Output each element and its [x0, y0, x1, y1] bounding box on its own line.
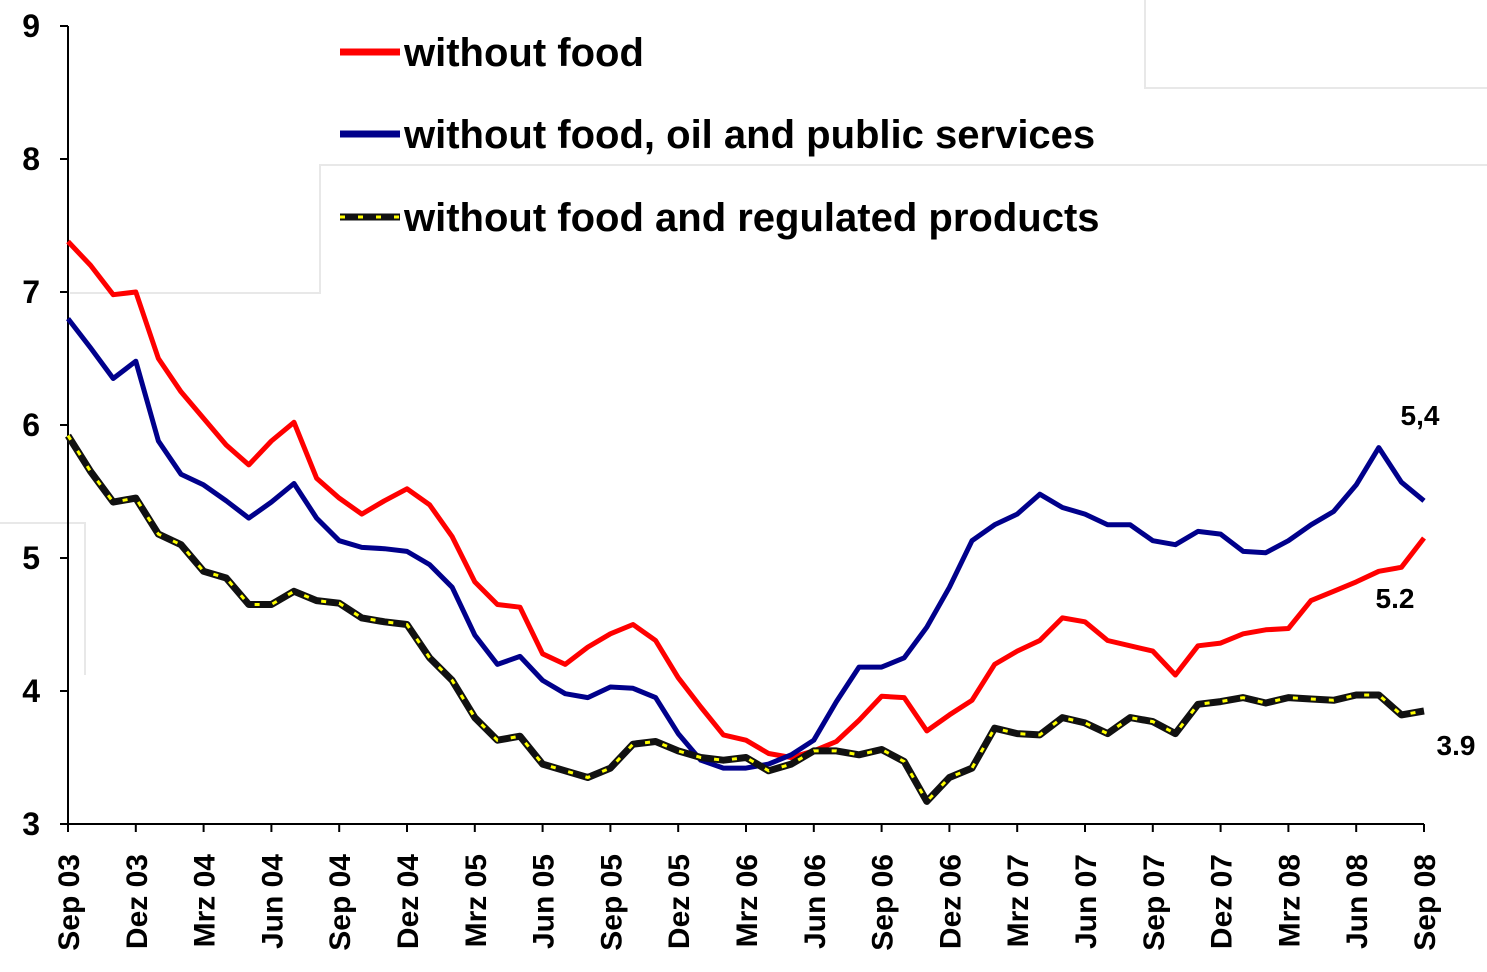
- x-tick-label: Mrz 04: [189, 854, 222, 948]
- legend-label: without food, oil and public services: [403, 113, 1095, 157]
- x-tick-label: Jun 05: [528, 854, 561, 949]
- x-tick-label: Jun 06: [799, 854, 832, 949]
- x-tick-label: Dez 07: [1206, 854, 1239, 949]
- end-value-labels: 5,4 5.2 3.9: [1376, 400, 1476, 761]
- x-ticks: Sep 03 Dez 03 Mrz 04 Jun 04 Sep 04 Dez 04 Mrz …: [53, 824, 1442, 951]
- x-tick-label: Jun 07: [1070, 854, 1103, 949]
- x-tick-label: Jun 04: [256, 854, 289, 949]
- y-tick-label: 8: [22, 141, 40, 177]
- y-tick-label: 6: [22, 407, 40, 443]
- x-tick-label: Dez 03: [121, 854, 154, 949]
- x-tick-label: Sep 04: [324, 854, 357, 951]
- end-value-label: 5,4: [1401, 400, 1440, 431]
- series-lines: [65, 239, 1426, 805]
- x-tick-label: Mrz 05: [460, 854, 493, 947]
- y-tick-label: 4: [22, 673, 40, 709]
- legend: without food without food, oil and public…: [340, 31, 1100, 240]
- x-tick-label: Sep 03: [53, 854, 86, 951]
- y-tick-label: 7: [22, 274, 40, 310]
- x-tick-label: Mrz 06: [731, 854, 764, 947]
- y-tick-label: 9: [22, 8, 40, 44]
- series-line-2: [65, 433, 1425, 805]
- series-line-0: [66, 239, 1426, 760]
- x-tick-label: Dez 06: [934, 854, 967, 949]
- y-tick-label: 3: [22, 806, 40, 842]
- end-value-label: 5.2: [1376, 583, 1415, 614]
- x-tick-label: Sep 08: [1409, 854, 1442, 951]
- x-tick-label: Jun 08: [1341, 854, 1374, 949]
- y-tick-label: 5: [22, 540, 40, 576]
- x-tick-label: Sep 06: [867, 854, 900, 951]
- series-line-1: [66, 317, 1426, 771]
- background-panels: [0, 0, 1487, 675]
- x-tick-label: Dez 04: [392, 854, 425, 949]
- x-tick-label: Mrz 08: [1273, 854, 1306, 947]
- legend-label: without food and regulated products: [403, 196, 1100, 240]
- legend-label: without food: [403, 31, 644, 75]
- series-line-2-dash: [66, 434, 1425, 804]
- end-value-label: 3.9: [1437, 730, 1476, 761]
- x-tick-label: Mrz 07: [1002, 854, 1035, 947]
- x-tick-label: Dez 05: [663, 854, 696, 949]
- x-tick-label: Sep 07: [1138, 854, 1171, 951]
- x-tick-label: Sep 05: [595, 854, 628, 951]
- y-ticks: 3 4 5 6 7 8 9: [22, 8, 68, 842]
